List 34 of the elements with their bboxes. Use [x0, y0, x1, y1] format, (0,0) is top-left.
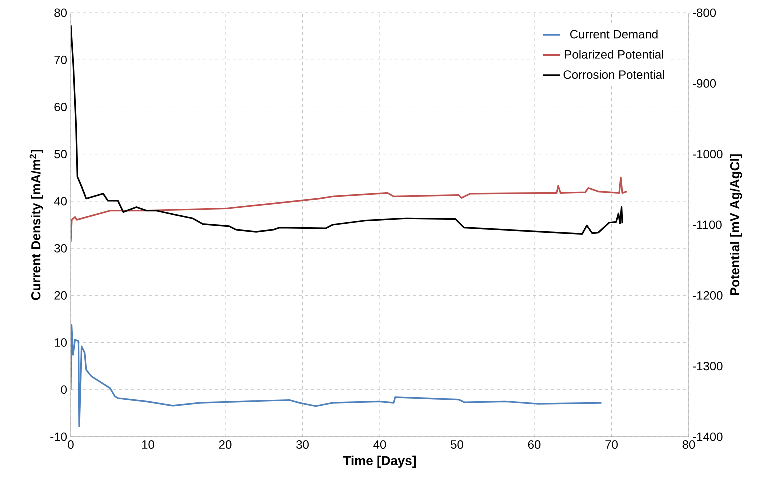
x-tick-label: 80 [682, 440, 696, 450]
line-series [71, 176, 628, 243]
y2-axis-title: Potential [mV Ag/AgCl] [730, 154, 742, 296]
y-tick-label: 80 [54, 8, 68, 18]
y-tick-label: 60 [54, 102, 68, 112]
y-tick-label: 50 [54, 150, 68, 159]
legend-label: Polarized Potential [565, 50, 664, 59]
x-tick-label: 40 [374, 440, 386, 450]
y2-tick-label: -800 [693, 8, 716, 18]
y-tick-label: -10 [50, 432, 68, 442]
legend-label: Corrosion Potential [564, 70, 664, 80]
x-tick-label: 20 [219, 440, 232, 450]
y-tick-label: 70 [54, 56, 68, 64]
legend-label: Current Demand [570, 30, 658, 39]
y-tick-label: 30 [54, 244, 68, 253]
x-tick-label: 70 [606, 440, 618, 450]
x-axis-title: Time [Days] [343, 456, 416, 468]
y2-tick-label: -900 [693, 79, 716, 88]
y-tick-label: 20 [54, 291, 68, 300]
y-tick-label: 10 [55, 338, 68, 348]
y-tick-label: 0 [61, 386, 68, 394]
x-tick-label: 60 [528, 440, 541, 450]
y2-tick-label: -1300 [693, 362, 723, 371]
x-tick-label: 10 [142, 440, 154, 450]
y2-tick-label: -1000 [693, 150, 723, 159]
y2-tick-label: -1200 [693, 291, 723, 300]
y-axis-title: Current Density [mA/m$^{2}$] [30, 150, 44, 300]
y-tick-label: 40 [54, 197, 68, 206]
line-series [71, 324, 603, 428]
x-tick-label: 30 [296, 440, 309, 450]
y2-tick-label: -1400 [693, 432, 723, 442]
y2-tick-label: -1100 [693, 220, 722, 230]
x-tick-label: 0 [68, 440, 74, 450]
x-tick-label: 50 [451, 440, 464, 450]
